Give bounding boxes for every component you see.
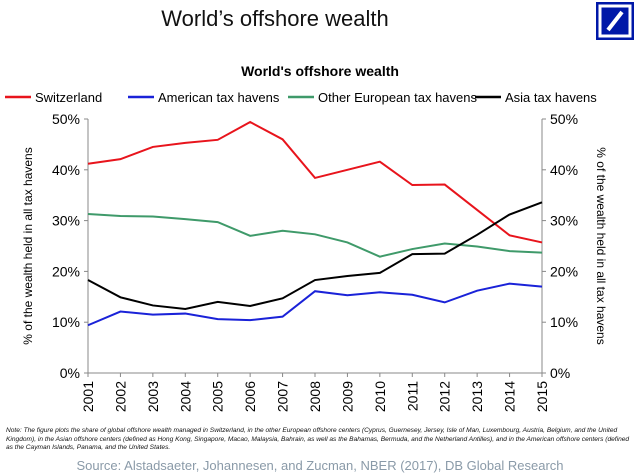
x-tick-label: 2006: [242, 381, 258, 412]
series-line-american-tax-havens: [87, 282, 543, 327]
x-tick-label: 2011: [404, 381, 420, 411]
series-line-switzerland: [87, 120, 543, 244]
series-line-asia-tax-havens: [87, 201, 543, 311]
y-tick-label: 40%: [52, 162, 80, 178]
x-tick-label: 2010: [372, 381, 388, 412]
y-tick-label: 50%: [52, 111, 80, 127]
x-tick-label: 2013: [469, 381, 485, 412]
legend-label: Switzerland: [35, 90, 102, 105]
y-tick-label-right: 40%: [550, 162, 578, 178]
x-tick-label: 2008: [307, 381, 323, 412]
y-tick-label-right: 10%: [550, 314, 578, 330]
y-tick-label: 10%: [52, 314, 80, 330]
page-title: World’s offshore wealth: [161, 6, 389, 31]
y-tick-label-right: 50%: [550, 111, 578, 127]
y-axis-label: % of the wealth held in all tax havens: [21, 147, 35, 344]
deutsche-bank-logo: [596, 2, 634, 40]
y-tick-label: 0%: [60, 365, 80, 381]
x-tick-label: 2015: [534, 381, 550, 412]
line-chart: World's offshore wealth Switzerland Americ…: [5, 63, 608, 412]
legend-label: Asia tax havens: [505, 90, 597, 105]
y-axis-label-right: % of the wealth held in all tax havens: [594, 147, 608, 344]
chart-title: World's offshore wealth: [241, 63, 399, 79]
chart-note: Note: The figure plots the share of glob…: [6, 427, 630, 451]
y-tick-label-right: 0%: [550, 365, 570, 381]
legend-label: American tax havens: [158, 90, 280, 105]
series-line-other-european-tax-havens: [87, 212, 543, 258]
logo-slash-icon: [598, 4, 632, 38]
y-tick-label: 30%: [52, 213, 80, 229]
x-tick-label: 2002: [112, 381, 128, 412]
y-tick-label-right: 20%: [550, 263, 578, 279]
x-tick-label: 2004: [177, 381, 193, 412]
x-tick-label: 2001: [80, 381, 96, 412]
x-tick-label: 2009: [339, 381, 355, 412]
x-tick-label: 2014: [502, 381, 518, 412]
x-tick-label: 2005: [210, 381, 226, 412]
x-tick-label: 2007: [275, 381, 291, 412]
x-tick-label: 2003: [145, 381, 161, 412]
y-tick-label: 20%: [52, 263, 80, 279]
source-text: Source: Alstadsaeter, Johannesen, and Zu…: [76, 458, 564, 473]
legend-label: Other European tax havens: [318, 90, 477, 105]
x-tick-label: 2012: [437, 381, 453, 412]
y-tick-label-right: 30%: [550, 213, 578, 229]
